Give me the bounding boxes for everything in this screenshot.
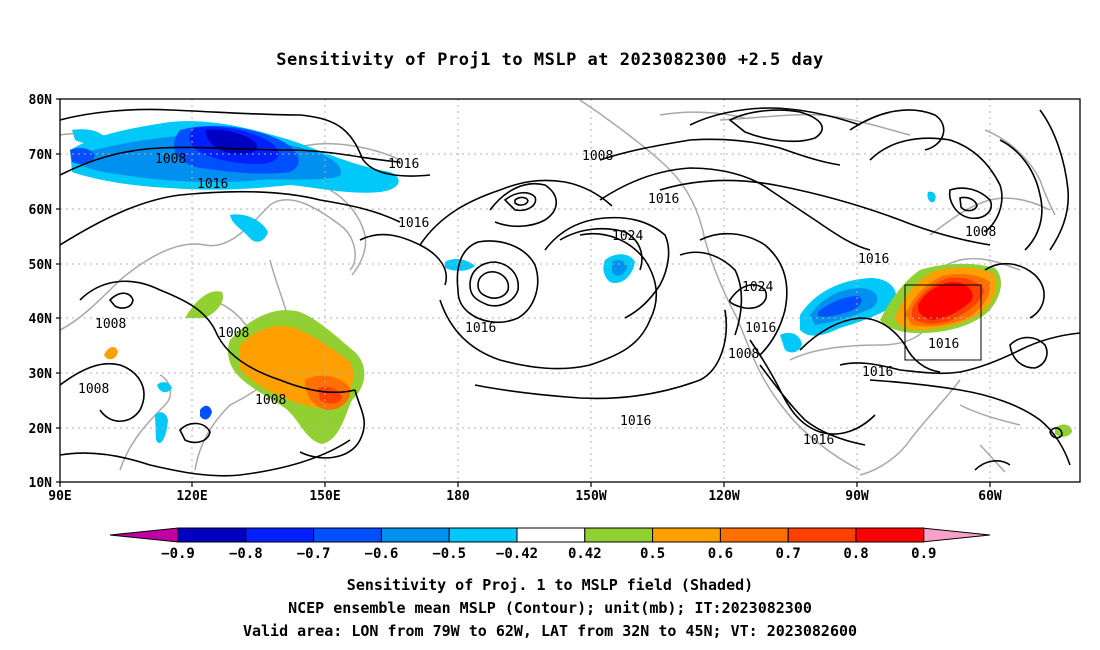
contour-label: 1008 (78, 382, 109, 397)
contour-label: 1008 (728, 347, 759, 362)
caption-block: Sensitivity of Proj. 1 to MSLP field (Sh… (0, 574, 1100, 643)
colorbar-high-arrow (921, 527, 991, 543)
lat-tick-label: 10N (29, 476, 53, 491)
contour-label: 1016 (648, 192, 679, 207)
contour-label: 1008 (95, 317, 126, 332)
contour-label: 1008 (965, 225, 996, 240)
lon-tick-label: 90E (48, 489, 71, 504)
graticule (60, 99, 1080, 482)
colorbar-label: 0.7 (776, 546, 801, 562)
lon-tick-label: 180 (446, 489, 470, 504)
lat-tick-label: 50N (29, 258, 53, 273)
colorbar-swatch (652, 527, 721, 543)
lon-tick-label: 90W (845, 489, 869, 504)
contour-label: 1024 (742, 280, 773, 295)
colorbar-swatch (787, 527, 857, 543)
colorbar-label: −0.42 (496, 546, 538, 562)
caption-line: Sensitivity of Proj. 1 to MSLP field (Sh… (346, 576, 754, 594)
colorbar-label: 0.6 (708, 546, 733, 562)
colorbar-swatch (719, 527, 789, 543)
colorbar-swatch (380, 527, 450, 543)
contour-label: 1016 (197, 177, 228, 192)
colorbar-label: 0.5 (640, 546, 665, 562)
contour-label: 1016 (620, 414, 651, 429)
contour-label: 1008 (582, 149, 613, 164)
lat-tick-label: 40N (29, 312, 53, 327)
caption-line: Valid area: LON from 79W to 62W, LAT fro… (242, 622, 858, 640)
contour-label: 1008 (255, 393, 286, 408)
contour-label: 1016 (745, 321, 776, 336)
lon-tick-label: 150E (309, 489, 340, 504)
colorbar-label: 0.9 (911, 546, 936, 562)
lon-tick-label: 120E (176, 489, 207, 504)
colorbar-label: −0.9 (161, 546, 195, 562)
colorbar-swatch (516, 527, 586, 543)
colorbar-label: 0.42 (568, 546, 602, 562)
colorbar-swatch (855, 527, 925, 543)
colorbar-label: 0.8 (843, 546, 868, 562)
lon-tick-label: 60W (978, 489, 1002, 504)
colorbar-swatch (584, 527, 654, 543)
valid-area-box (904, 284, 982, 361)
mslp-contours (60, 107, 1080, 477)
contour-label: 1016 (803, 433, 834, 448)
lon-tick-label: 150W (575, 489, 606, 504)
lat-tick-label: 70N (29, 148, 53, 163)
colorbar-label: −0.8 (229, 546, 263, 562)
map-frame (59, 98, 1081, 483)
colorbar-label: −0.6 (365, 546, 399, 562)
latitude-labels: 80N 70N 60N 50N 40N 30N 20N 10N (29, 93, 53, 491)
sensitivity-shading (70, 121, 1072, 444)
lat-tick-label: 30N (29, 367, 53, 382)
lat-tick-label: 60N (29, 203, 53, 218)
contour-label: 1024 (612, 229, 643, 244)
contour-label: 1008 (155, 152, 186, 167)
chart-title: Sensitivity of Proj1 to MSLP at 20230823… (276, 50, 824, 70)
colorbar-swatch (177, 527, 247, 543)
axis-ticks (56, 98, 991, 487)
caption-line: NCEP ensemble mean MSLP (Contour); unit(… (288, 599, 812, 617)
colorbar-label: −0.7 (297, 546, 331, 562)
contour-label: 1016 (398, 216, 429, 231)
contour-label: 1016 (465, 321, 496, 336)
lat-tick-label: 20N (29, 422, 53, 437)
lon-tick-label: 120W (708, 489, 739, 504)
colorbar-label: −0.5 (432, 546, 466, 562)
colorbar-low-arrow (109, 527, 179, 543)
contour-label: 1016 (388, 157, 419, 172)
contour-label-layer: 1008 1016 1008 1016 1016 1008 1016 1024 … (78, 149, 996, 448)
lat-tick-label: 80N (29, 93, 53, 108)
contour-label: 1016 (862, 365, 893, 380)
contour-label: 1008 (218, 326, 249, 341)
colorbar: −0.9 −0.8 −0.7 −0.6 −0.5 −0.42 0.42 0.5 0.6 0.7 0.… (109, 527, 991, 562)
contour-label: 1016 (858, 252, 889, 267)
contour-label: 1016 (928, 337, 959, 352)
longitude-labels: 90E 120E 150E 180 150W 120W 90W 60W (48, 489, 1002, 504)
colorbar-swatch (448, 527, 518, 543)
colorbar-swatch (245, 527, 315, 543)
colorbar-swatch (313, 527, 382, 543)
